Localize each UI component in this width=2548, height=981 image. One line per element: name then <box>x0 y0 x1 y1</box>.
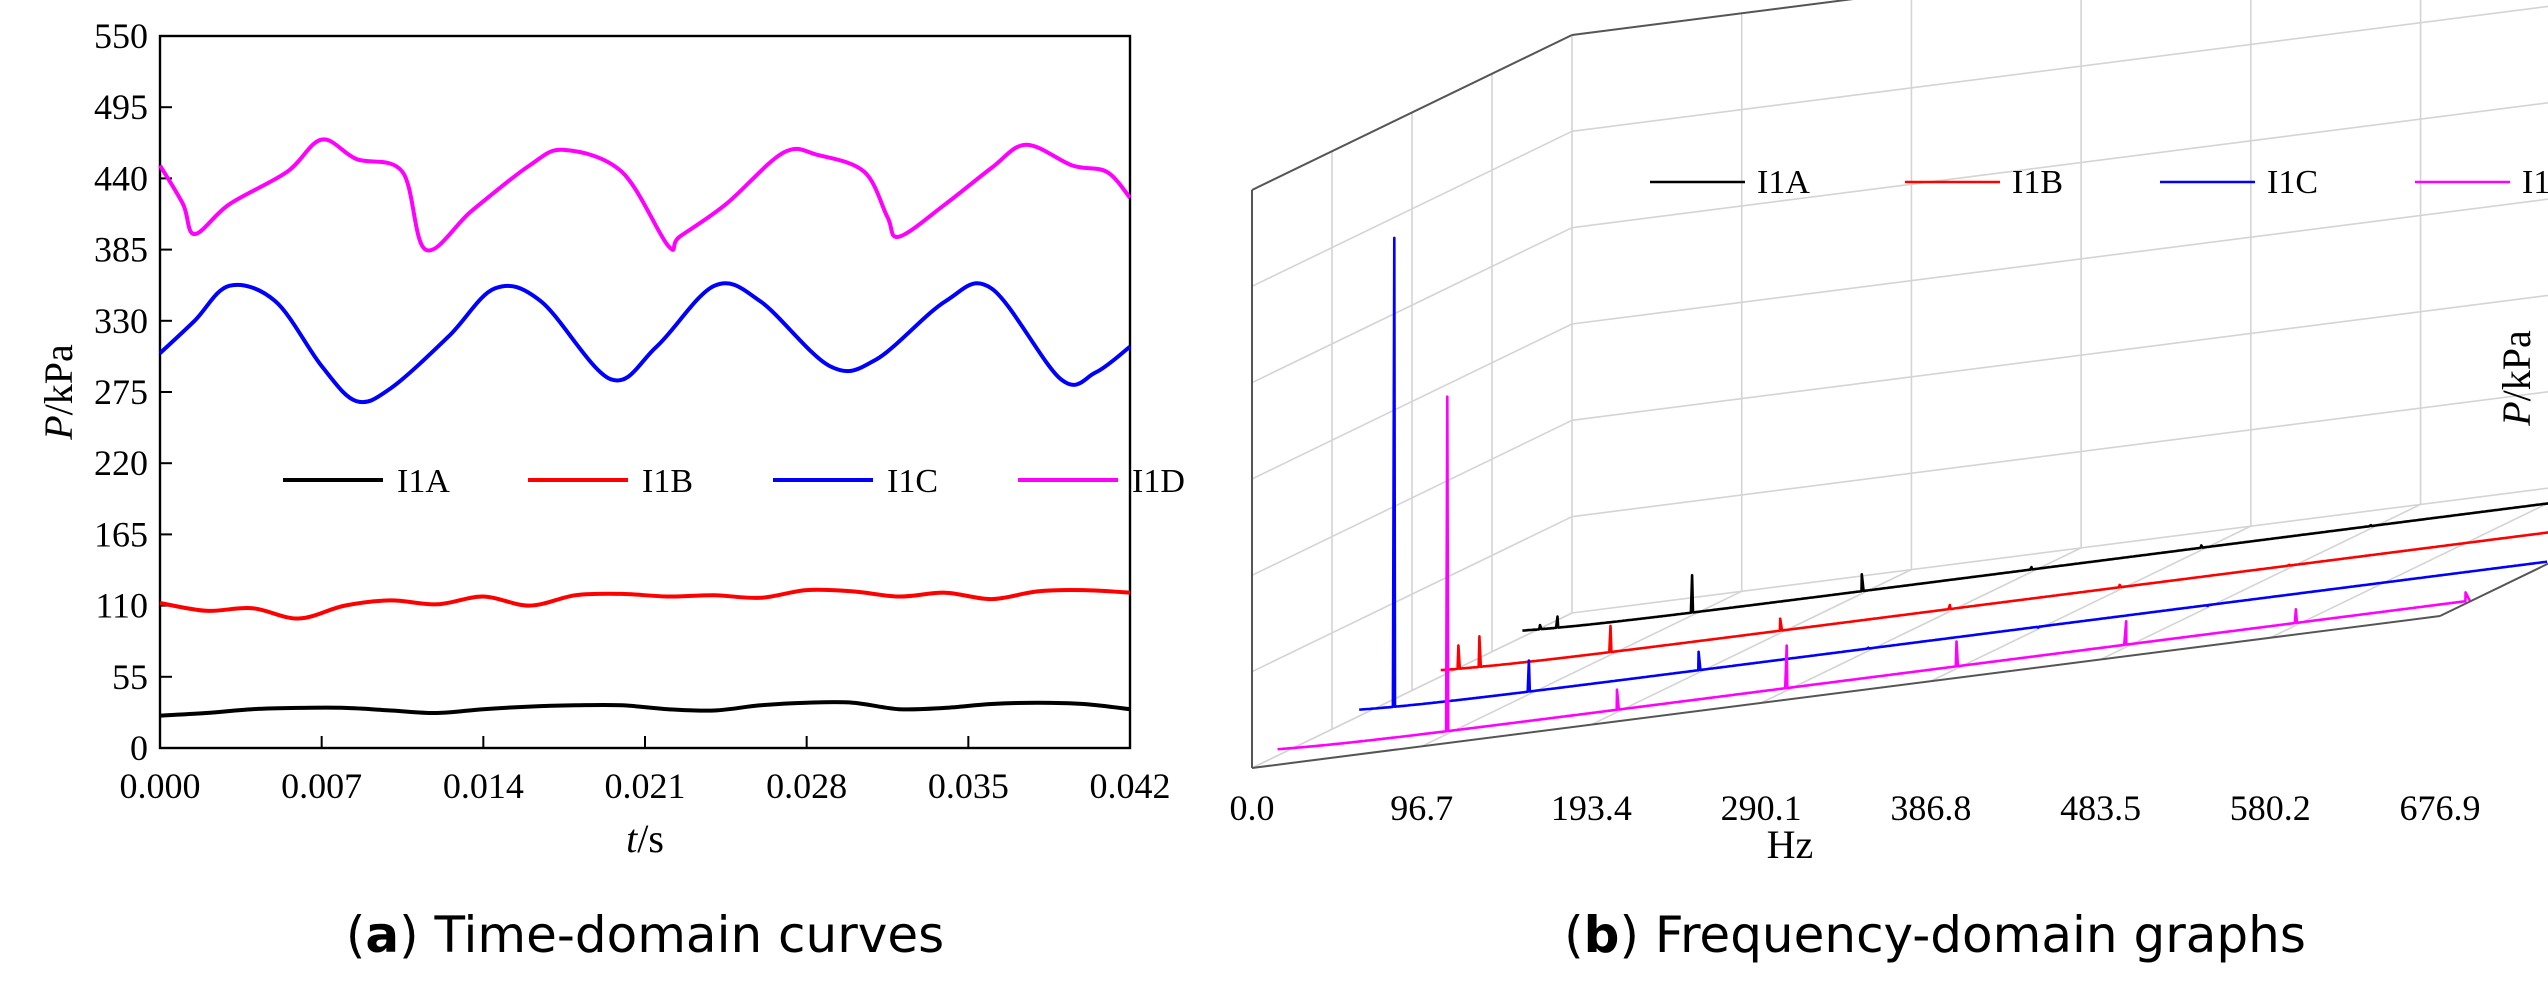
x-axis-ticks: 0.000 0.007 0.014 0.021 0.028 0.035 0.042 <box>120 736 1171 806</box>
freq-tick-label: 193.4 <box>1551 788 1632 828</box>
floor-gridline <box>2269 502 2548 639</box>
frequency-axis-title: Hz <box>1767 822 1814 867</box>
freq-tick-label: 580.2 <box>2230 788 2311 828</box>
freq-tick-label: 386.8 <box>1890 788 1971 828</box>
legend-label: I1C <box>887 463 938 500</box>
series-line-i1b <box>159 587 1131 621</box>
legend-a: I1A I1B I1C I1D <box>283 463 1185 500</box>
spectrum-i1c <box>1359 236 2548 711</box>
x-tick-label: 0.042 <box>1090 766 1171 806</box>
legend-label: I1A <box>397 463 450 500</box>
x-tick-label: 0.000 <box>120 766 201 806</box>
floor-gridline <box>1930 525 2252 682</box>
back-wall-gridline <box>1571 5 2548 133</box>
y-tick-label: 330 <box>94 301 148 341</box>
frequency-axis-ticks: 0.0 96.7 193.4 290.1 386.8 483.5 580.2 676.9 <box>1230 788 2481 828</box>
y-tick-label: 495 <box>94 87 148 127</box>
plot-a-frame <box>158 34 1132 750</box>
x-tick-label: 0.035 <box>928 766 1009 806</box>
back-wall-gridline <box>1571 487 2548 614</box>
series-line-i1d <box>158 137 1132 253</box>
x-tick-label: 0.021 <box>605 766 686 806</box>
spectrum-i1b <box>1440 531 2548 672</box>
frequency-domain-panel: 061218243036 0.096.7193.4290.1386.8483.5… <box>1230 0 2548 964</box>
floor-gridline <box>2100 503 2421 661</box>
x-tick-label: 0.028 <box>766 766 847 806</box>
3d-grid <box>1251 0 2548 769</box>
legend-label: I1D <box>1132 463 1185 500</box>
frame-edge <box>1251 34 1573 191</box>
legend-label: I1D <box>2522 164 2548 201</box>
legend-b: I1A I1B I1C I1D <box>1650 164 2548 201</box>
y-tick-label: 110 <box>95 586 148 626</box>
back-wall-gridline <box>1571 0 1852 36</box>
y-tick-label: 550 <box>94 16 148 56</box>
freq-tick-label: 0.0 <box>1230 788 1275 828</box>
y-axis-ticks: 0 55 110 165 220 275 330 385 440 495 550 <box>94 16 172 768</box>
spectrum-i1d <box>1277 395 2471 751</box>
caption-b: (b) Frequency-domain graphs <box>1564 906 2306 964</box>
y-axis-title: P/kPa <box>36 344 81 441</box>
legend-label: I1C <box>2267 164 2318 201</box>
spectrum-i1a <box>1522 502 2548 632</box>
legend-label: I1B <box>2012 164 2063 201</box>
series-lines <box>158 137 1132 718</box>
freq-tick-label: 96.7 <box>1390 788 1453 828</box>
frame-edge <box>1251 615 2441 769</box>
floor-gridline <box>1421 590 1743 748</box>
y-tick-label: 0 <box>130 728 148 768</box>
back-wall-gridline <box>1571 294 2548 422</box>
series-line-i1c <box>158 281 1132 405</box>
floor-gridline <box>1760 547 2082 704</box>
floor-gridline <box>1251 612 1573 769</box>
y-tick-label: 165 <box>94 514 148 554</box>
back-wall-gridline <box>1571 390 2548 518</box>
back-wall-gridline <box>1571 101 2548 229</box>
caption-a: (a) Time-domain curves <box>346 906 944 964</box>
legend-label: I1B <box>642 463 693 500</box>
frame-edge <box>1571 0 1854 36</box>
series-line-i1a <box>159 700 1131 718</box>
frame-edge <box>2439 562 2548 617</box>
freq-tick-label: 290.1 <box>1721 788 1802 828</box>
y-tick-label: 55 <box>112 657 148 697</box>
y-tick-label: 440 <box>94 158 148 198</box>
y-tick-label: 385 <box>94 230 148 270</box>
back-wall-gridline <box>1571 198 2548 325</box>
y-tick-label: 275 <box>94 372 148 412</box>
x-tick-label: 0.007 <box>281 766 362 806</box>
freq-tick-label: 483.5 <box>2060 788 2141 828</box>
floor-gridline <box>1591 568 1912 726</box>
freq-tick-label: 676.9 <box>2400 788 2481 828</box>
z-axis-title: P/kPa <box>2494 330 2539 427</box>
y-tick-label: 220 <box>94 443 148 483</box>
x-tick-label: 0.014 <box>443 766 524 806</box>
legend-label: I1A <box>1757 164 1810 201</box>
x-axis-title: t/s <box>626 816 664 861</box>
spectrum-lines <box>1277 236 2548 751</box>
